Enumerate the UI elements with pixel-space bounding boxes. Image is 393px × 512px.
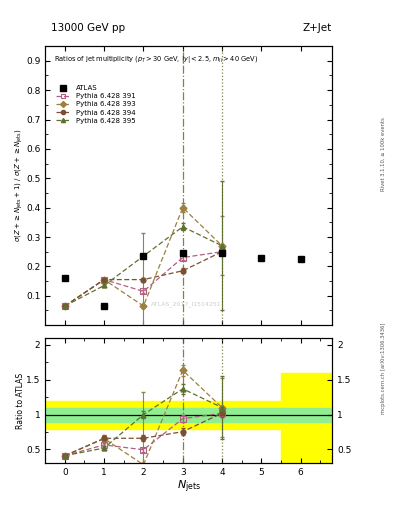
X-axis label: $N_\mathrm{jets}$: $N_\mathrm{jets}$ bbox=[176, 479, 201, 495]
Y-axis label: $\sigma(Z+\geq N_\mathrm{jets}+1)\ /\ \sigma(Z+\geq N_\mathrm{jets})$: $\sigma(Z+\geq N_\mathrm{jets}+1)\ /\ \s… bbox=[13, 129, 25, 243]
Text: ATLAS_2017_I1514251: ATLAS_2017_I1514251 bbox=[151, 302, 222, 307]
Text: mcplots.cern.ch [arXiv:1306.3436]: mcplots.cern.ch [arXiv:1306.3436] bbox=[381, 323, 386, 414]
Legend: ATLAS, Pythia 6.428 391, Pythia 6.428 393, Pythia 6.428 394, Pythia 6.428 395: ATLAS, Pythia 6.428 391, Pythia 6.428 39… bbox=[54, 83, 138, 126]
Text: Ratios of jet multiplicity ($p_T > 30$ GeV, $|y| < 2.5$, $m_{ll} > 40$ GeV): Ratios of jet multiplicity ($p_T > 30$ G… bbox=[54, 54, 258, 66]
Text: 13000 GeV pp: 13000 GeV pp bbox=[51, 23, 125, 33]
Y-axis label: Ratio to ATLAS: Ratio to ATLAS bbox=[16, 373, 25, 429]
Text: Z+Jet: Z+Jet bbox=[303, 23, 332, 33]
Text: Rivet 3.1.10, ≥ 100k events: Rivet 3.1.10, ≥ 100k events bbox=[381, 117, 386, 190]
